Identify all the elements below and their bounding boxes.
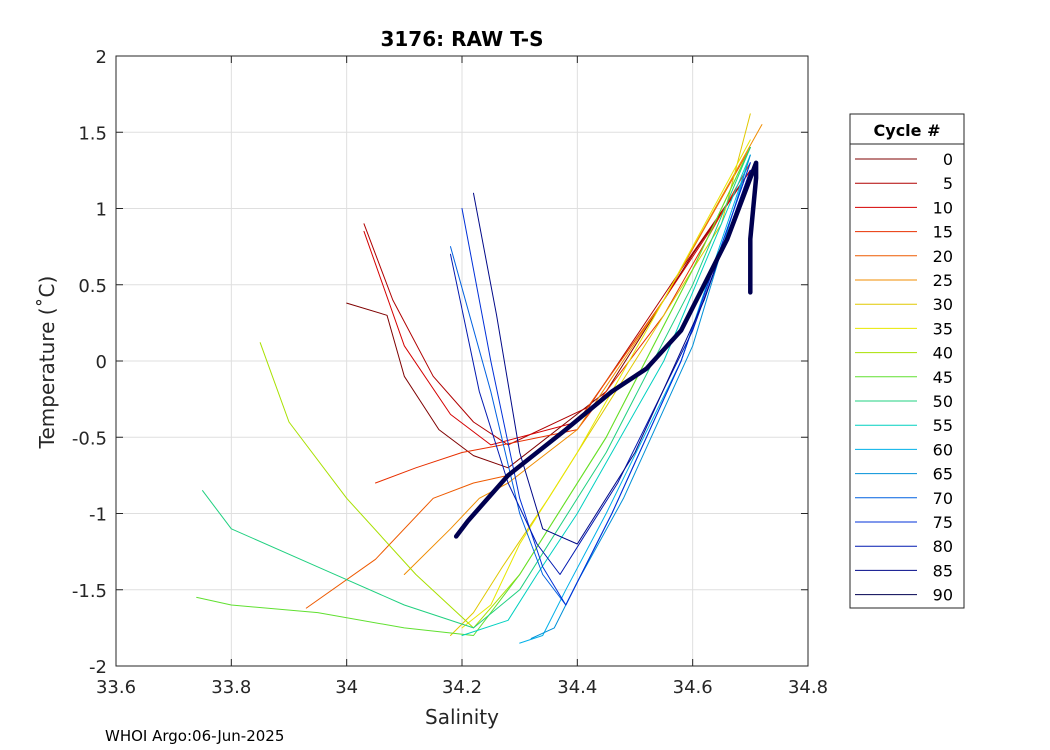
series-line-cycle-50 <box>202 147 751 629</box>
axis-ticks: 33.6 33.8 34 34.2 34.4 34.6 34.8 -2 -1.5 -1 -0.5 0 0… <box>72 47 828 698</box>
x-tick-label: 34.2 <box>442 677 482 698</box>
x-tick-label: 34 <box>335 677 358 698</box>
legend-label-cycle-90: 90 <box>933 586 953 605</box>
series-line-cycle-5 <box>363 169 751 446</box>
legend-label-cycle-70: 70 <box>933 489 953 508</box>
series-line-cycle-45 <box>196 147 751 636</box>
series-line-cycle-90 <box>453 160 759 539</box>
series-line-cycle-80 <box>450 169 751 575</box>
legend-label-cycle-55: 55 <box>933 416 953 435</box>
legend-label-cycle-45: 45 <box>933 368 953 387</box>
y-tick-label: 0 <box>96 352 107 373</box>
legend-label-cycle-80: 80 <box>933 537 953 556</box>
series-line-cycle-35 <box>461 139 751 629</box>
y-tick-label: -2 <box>89 657 107 678</box>
x-tick-label: 33.6 <box>96 677 136 698</box>
legend-label-cycle-25: 25 <box>933 271 953 290</box>
legend-label-cycle-50: 50 <box>933 392 953 411</box>
legend-entries: 0 5 10 15 20 25 30 35 40 45 50 55 60 65 70 75 80 85 90 <box>855 150 953 605</box>
legend-label-cycle-75: 75 <box>933 513 953 532</box>
legend-label-cycle-0: 0 <box>943 150 953 169</box>
legend-label-cycle-10: 10 <box>933 198 953 217</box>
y-tick-label: 0.5 <box>78 276 107 297</box>
y-tick-label: -0.5 <box>72 428 107 449</box>
legend-label-cycle-35: 35 <box>933 319 953 338</box>
legend-label-cycle-40: 40 <box>933 344 953 363</box>
series-line-cycle-75 <box>461 162 751 606</box>
y-tick-label: 2 <box>96 47 107 68</box>
y-tick-label: 1 <box>96 200 107 221</box>
x-axis-label: Salinity <box>425 705 499 729</box>
series-line-cycle-85 <box>473 169 751 545</box>
legend-label-cycle-65: 65 <box>933 465 953 484</box>
legend-label-cycle-20: 20 <box>933 247 953 266</box>
series-line-cycle-65 <box>530 154 751 639</box>
chart-title: 3176: RAW T-S <box>380 27 543 51</box>
legend-label-cycle-60: 60 <box>933 440 953 459</box>
footer-text: WHOI Argo:06-Jun-2025 <box>105 727 284 745</box>
series-layer <box>196 113 763 644</box>
y-tick-label: -1.5 <box>72 581 107 602</box>
x-tick-label: 33.8 <box>211 677 251 698</box>
x-tick-label: 34.4 <box>557 677 597 698</box>
series-line-cycle-55 <box>461 154 751 636</box>
legend-label-cycle-30: 30 <box>933 295 953 314</box>
y-axis-label: Temperature (˚C) <box>35 276 59 450</box>
y-tick-label: 1.5 <box>78 123 107 144</box>
series-line-cycle-20 <box>305 147 751 609</box>
legend-box <box>849 113 965 609</box>
legend-label-cycle-5: 5 <box>943 174 953 193</box>
legend: Cycle # 0 5 10 15 20 25 30 35 40 45 50 55 60 65 70 75 80… <box>849 113 965 609</box>
x-tick-label: 34.8 <box>788 677 828 698</box>
legend-title: Cycle # <box>874 121 941 140</box>
legend-label-cycle-15: 15 <box>933 223 953 242</box>
x-tick-label: 34.6 <box>673 677 713 698</box>
legend-label-cycle-85: 85 <box>933 561 953 580</box>
y-tick-label: -1 <box>89 505 107 526</box>
